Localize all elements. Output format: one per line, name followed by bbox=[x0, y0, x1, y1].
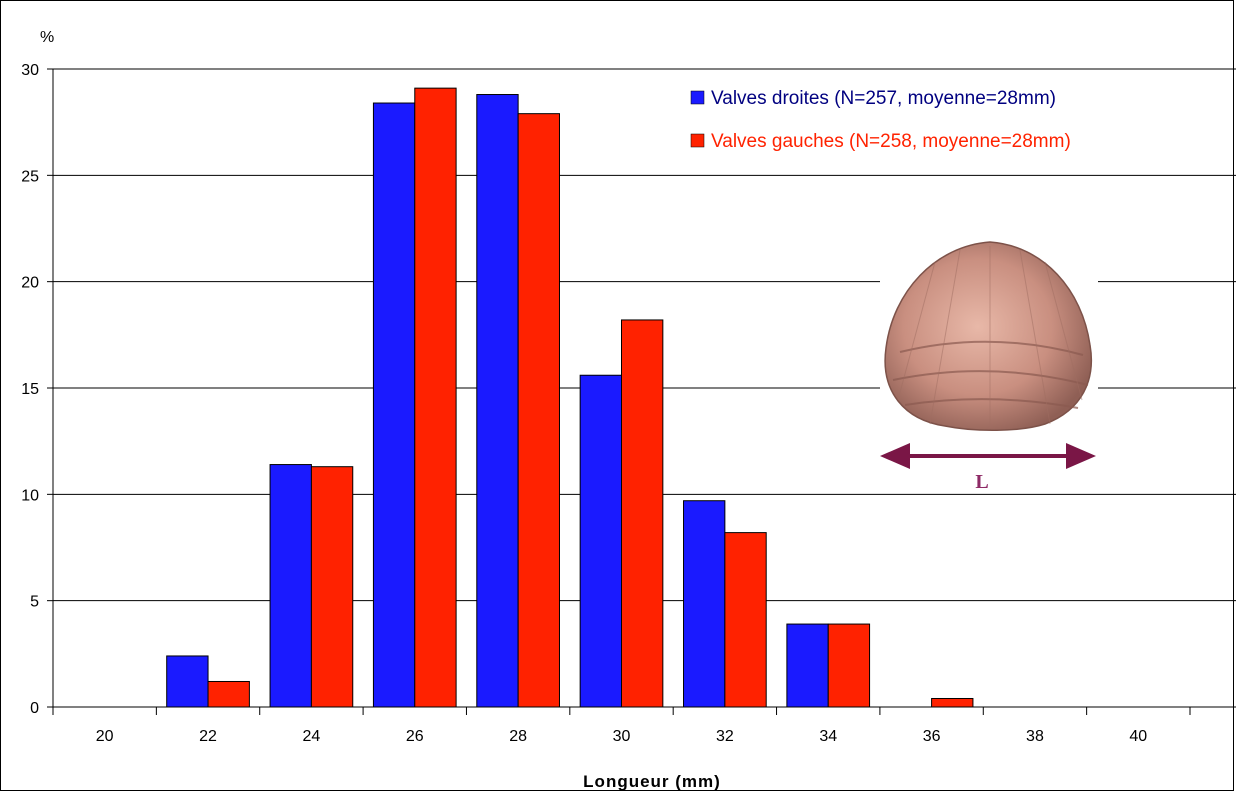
y-tick-label: 0 bbox=[30, 700, 39, 717]
bar-droites bbox=[683, 500, 726, 708]
legend-swatch-gauches bbox=[690, 133, 705, 148]
y-tick-label: 10 bbox=[21, 487, 39, 504]
bar-gauches bbox=[724, 532, 767, 708]
legend-label-droites: Valves droites (N=257, moyenne=28mm) bbox=[711, 88, 1056, 109]
cockle-shell-image bbox=[880, 236, 1098, 436]
x-tick-label: 22 bbox=[199, 728, 217, 745]
bar-droites bbox=[786, 623, 829, 708]
x-tick-label: 34 bbox=[819, 728, 837, 745]
bar-droites bbox=[476, 94, 519, 708]
y-tick-label: 30 bbox=[21, 62, 39, 79]
x-tick-label: 36 bbox=[923, 728, 941, 745]
bar-gauches bbox=[517, 113, 560, 708]
bar-droites bbox=[166, 655, 209, 708]
x-tick-label: 30 bbox=[613, 728, 631, 745]
y-tick-label: 25 bbox=[21, 168, 39, 185]
bar-droites bbox=[269, 464, 312, 708]
y-tick-label: 15 bbox=[21, 381, 39, 398]
x-tick-label: 28 bbox=[509, 728, 527, 745]
x-tick-labels: 20 22 24 26 28 30 32 34 36 38 40 bbox=[96, 728, 1148, 745]
x-tick-label: 24 bbox=[303, 728, 321, 745]
legend-swatch-droites bbox=[690, 90, 705, 105]
axes bbox=[47, 68, 1236, 715]
y-tick-label: 5 bbox=[30, 594, 39, 611]
y-axis-unit: % bbox=[40, 29, 54, 46]
bar-droites bbox=[372, 102, 416, 708]
x-tick-label: 26 bbox=[406, 728, 424, 745]
bar-gauches bbox=[207, 680, 250, 708]
y-tick-label: 20 bbox=[21, 275, 39, 292]
bar-gauches bbox=[310, 466, 354, 708]
length-label: L bbox=[975, 471, 988, 493]
x-tick-label: 40 bbox=[1129, 728, 1147, 745]
bars bbox=[166, 87, 974, 708]
bar-gauches bbox=[414, 87, 457, 708]
legend: Valves droites (N=257, moyenne=28mm) Val… bbox=[690, 88, 1071, 152]
x-tick-label: 20 bbox=[96, 728, 114, 745]
bar-gauches bbox=[931, 697, 974, 708]
y-tick-labels: 0 5 10 15 20 25 30 bbox=[21, 62, 39, 717]
bar-droites bbox=[579, 374, 622, 708]
length-arrow: L bbox=[880, 443, 1096, 493]
bar-gauches bbox=[827, 623, 871, 708]
x-tick-label: 32 bbox=[716, 728, 734, 745]
bar-gauches bbox=[621, 319, 664, 708]
legend-label-gauches: Valves gauches (N=258, moyenne=28mm) bbox=[711, 131, 1071, 152]
x-axis-title: Longueur (mm) bbox=[583, 772, 721, 791]
x-tick-label: 38 bbox=[1026, 728, 1044, 745]
